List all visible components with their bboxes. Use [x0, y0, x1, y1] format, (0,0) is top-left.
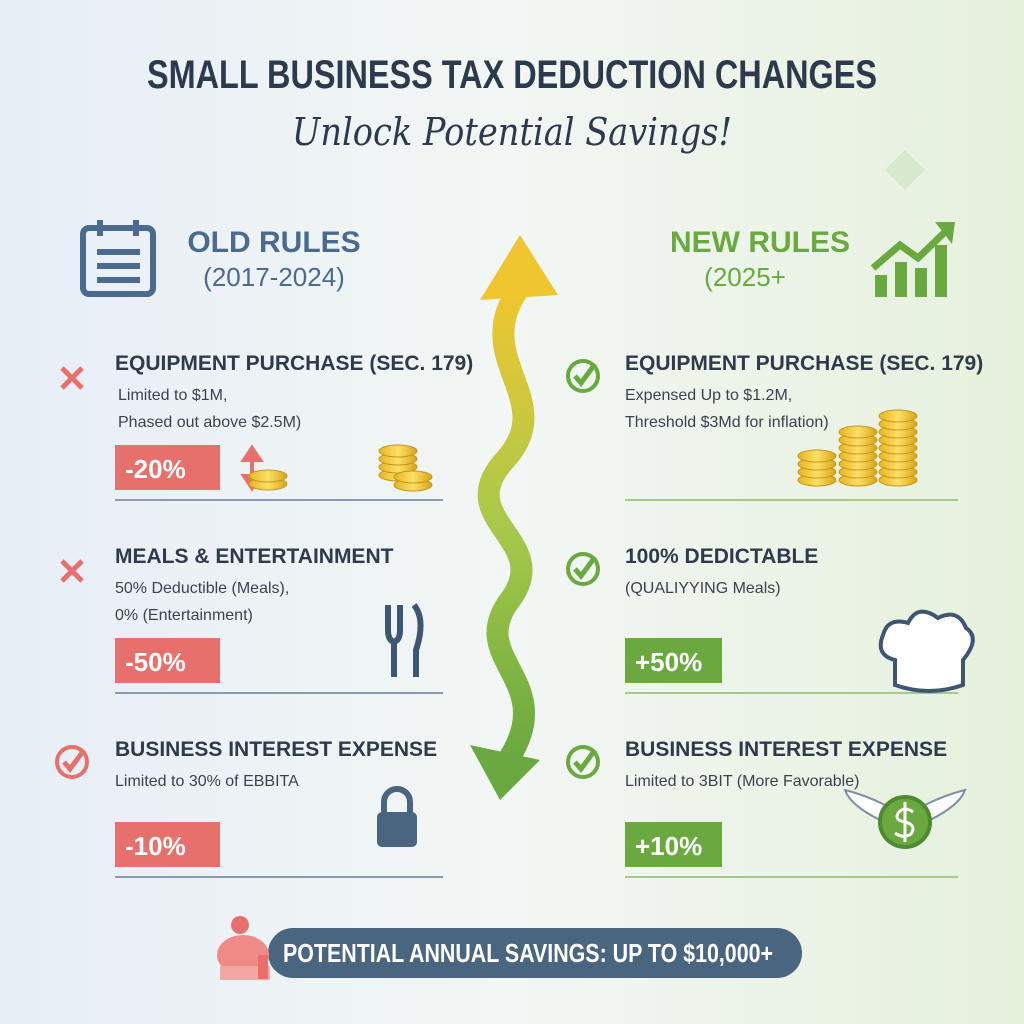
wing [843, 788, 967, 822]
decor [885, 150, 925, 190]
coin [838, 425, 878, 439]
savings-pill [268, 928, 802, 978]
check-icon [55, 745, 89, 779]
item-title: MEALS & ENTERTAINMENT [115, 545, 394, 568]
item-line: Limited to $1M, [118, 387, 227, 404]
badge [115, 638, 220, 683]
item-line: Limited to 30% of EBBITA [115, 773, 299, 790]
badge [625, 822, 722, 867]
badge [115, 445, 220, 490]
lock-shackle [381, 786, 413, 812]
check-mark [62, 748, 87, 774]
badge-text: +10% [635, 831, 702, 861]
cross-icon [60, 366, 84, 390]
check-mark [573, 555, 598, 581]
coin [797, 449, 837, 463]
item-line: (QUALIYYING Meals) [625, 580, 781, 597]
check-mark [573, 748, 598, 774]
badge [115, 822, 220, 867]
title: SMALL BUSINESS TAX DEDUCTION CHANGES [147, 53, 877, 97]
item-title: EQUIPMENT PURCHASE (SEC. 179) [115, 352, 473, 375]
check-icon [566, 745, 600, 779]
growth-icon [870, 222, 955, 297]
item-title: BUSINESS INTEREST EXPENSE [625, 738, 947, 761]
item-line: 50% Deductible (Meals), [115, 580, 289, 597]
chef-hat [878, 609, 975, 693]
badge-text: -10% [125, 831, 186, 861]
coin [393, 470, 433, 484]
item-line: Expensed Up to $1.2M, [625, 387, 792, 404]
item-line: Threshold $3Md for inflation) [625, 414, 829, 431]
central-arrow [470, 235, 558, 800]
coin [378, 444, 418, 458]
badge-text: -20% [125, 454, 186, 484]
cross-icon [60, 559, 84, 583]
fork-knife [385, 603, 424, 677]
check-icon [566, 359, 600, 393]
check-mark [573, 362, 598, 388]
coin [878, 409, 918, 423]
item-line: Phased out above $2.5M) [118, 414, 301, 431]
badge [625, 638, 722, 683]
piggy-icon [217, 916, 270, 980]
badge-text: -50% [125, 647, 186, 677]
coin [248, 469, 288, 483]
subtitle: Unlock Potential Savings! [292, 110, 732, 154]
lock-body [377, 812, 417, 847]
savings-text: POTENTIAL ANNUAL SAVINGS: UP TO $10,000+ [283, 938, 773, 968]
new-period: (2025+ [704, 262, 786, 292]
dollar-sign [894, 802, 915, 842]
clipboard-icon [80, 220, 156, 297]
item-title: BUSINESS INTEREST EXPENSE [115, 738, 437, 761]
old-period: (2017-2024) [203, 262, 345, 292]
item-title: EQUIPMENT PURCHASE (SEC. 179) [625, 352, 983, 375]
item-line: Limited to 3BIT (More Favorable) [625, 773, 859, 790]
badge-text: +50% [635, 647, 702, 677]
new-heading: NEW RULES [670, 226, 850, 259]
item-title: 100% DEDICTABLE [625, 545, 818, 568]
old-heading: OLD RULES [187, 226, 360, 259]
item-line: 0% (Entertainment) [115, 607, 253, 624]
check-icon [566, 552, 600, 586]
